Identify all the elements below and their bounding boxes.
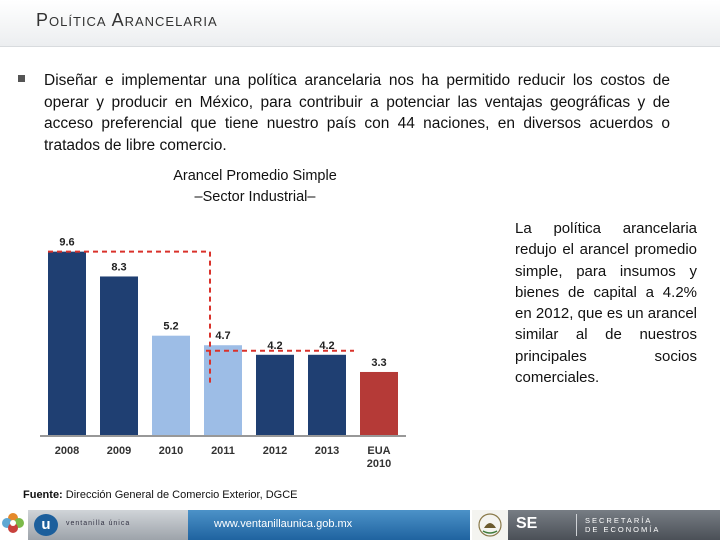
footer-divider	[576, 514, 577, 536]
bar-2	[152, 335, 190, 435]
bar-value-label-6: 3.3	[371, 357, 386, 369]
source-label: Fuente:	[23, 489, 63, 501]
bar-chart: 9.6 8.3 5.2 4.7 4.2 4.2 3.3 2008 2009 2010 2011 201…	[40, 237, 406, 470]
ventanilla-u-logo: u	[34, 514, 58, 536]
secretaria-line2: DE ECONOMÍA	[585, 525, 661, 534]
footer: u ventanilla única www.ventanillaunica.g…	[0, 506, 720, 540]
chart-title-line2: –Sector Industrial–	[194, 189, 316, 205]
bar-6	[360, 371, 398, 435]
mexico-seal-icon	[472, 510, 508, 540]
footer-url-bar	[188, 510, 470, 540]
header-bar: Política Arancelaria	[0, 0, 720, 47]
source-note: Fuente: Dirección General de Comercio Ex…	[23, 489, 298, 501]
chart-title: Arancel Promedio Simple –Sector Industri…	[120, 166, 390, 208]
bar-1	[100, 276, 138, 435]
bar-value-label-0: 9.6	[59, 237, 74, 249]
ventanilla-label: ventanilla única	[66, 520, 131, 527]
page-title: Política Arancelaria	[36, 10, 218, 30]
bar-4	[256, 354, 294, 435]
secretaria-bar	[508, 510, 720, 540]
bar-0	[48, 251, 86, 435]
side-note: La política arancelaria redujo el arance…	[515, 220, 697, 387]
category-label-3: 2011	[211, 445, 235, 457]
source-text: Dirección General de Comercio Exterior, …	[65, 489, 298, 501]
bar-3	[204, 345, 242, 435]
secretaria-line1: SECRETARÍA	[585, 516, 653, 525]
bar-value-label-4: 4.2	[267, 340, 282, 352]
bar-value-label-5: 4.2	[319, 340, 334, 352]
bar-value-label-3: 4.7	[215, 330, 230, 342]
category-label-5: 2013	[315, 445, 339, 457]
category-label-1: 2009	[107, 445, 131, 457]
bullet-icon	[18, 75, 25, 82]
category-label-2: 2010	[159, 445, 183, 457]
se-logo: SE	[516, 515, 538, 532]
category-label-4: 2012	[263, 445, 287, 457]
bar-value-label-2: 5.2	[163, 321, 178, 333]
footer-url-link[interactable]: www.ventanillaunica.gob.mx	[214, 518, 353, 530]
category-label-6-1: 2010	[367, 458, 391, 470]
chart-title-line1: Arancel Promedio Simple	[173, 168, 337, 184]
bar-value-label-1: 8.3	[111, 261, 126, 273]
category-label-6-0: EUA	[367, 445, 390, 457]
bar-5	[308, 354, 346, 435]
category-label-0: 2008	[55, 445, 79, 457]
flower-logo-icon	[2, 513, 24, 533]
intro-paragraph: Diseñar e implementar una política aranc…	[44, 72, 670, 154]
secretaria-label: SECRETARÍA DE ECONOMÍA	[585, 516, 660, 534]
